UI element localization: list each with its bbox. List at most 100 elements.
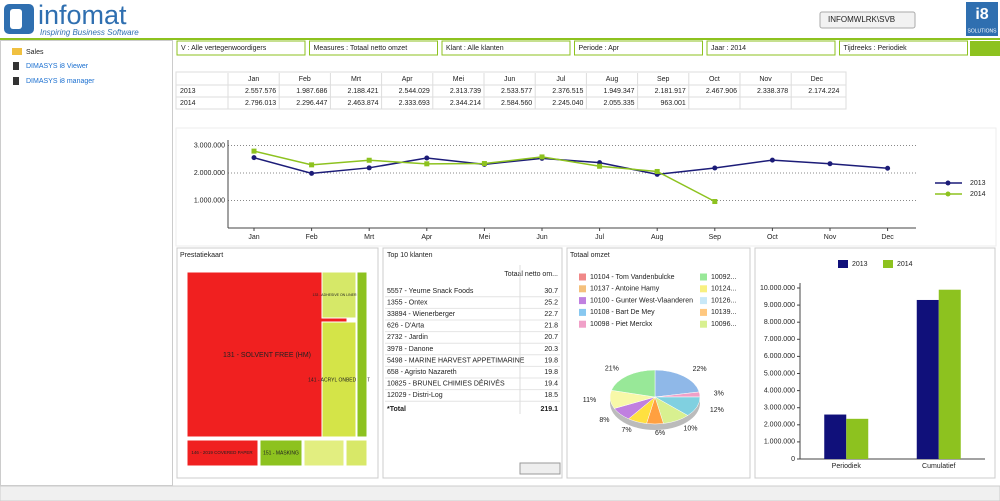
column-header: Apr <box>402 76 414 83</box>
cell: 2.533.577 <box>501 88 532 95</box>
x-tick-label: Oct <box>767 234 778 241</box>
x-tick-label: Mei <box>479 234 491 241</box>
legend-marker <box>945 180 951 186</box>
y-tick-label: 1.000.000 <box>764 439 795 446</box>
sidebar-item[interactable]: DIMASYS i8 manager <box>26 78 95 85</box>
filter-label[interactable]: Tijdreeks : Periodiek <box>844 45 908 52</box>
y-tick-label: 5.000.000 <box>764 370 795 377</box>
legend-swatch <box>700 285 707 293</box>
y-tick-label: 6.000.000 <box>764 353 795 360</box>
slice-label: 8% <box>599 417 609 424</box>
client-name: 2732 - Jardin <box>387 334 428 341</box>
legend-label: 10098 - Piet Merckx <box>590 321 653 328</box>
cell: 2.333.693 <box>399 100 430 107</box>
filter-label[interactable]: Periode : Apr <box>579 45 620 52</box>
filter-label[interactable]: Jaar : 2014 <box>711 45 746 52</box>
client-value: 22.7 <box>544 311 558 318</box>
bar <box>846 418 869 459</box>
tile <box>321 321 357 438</box>
folder-icon <box>12 48 22 55</box>
x-tick-label: Jan <box>248 234 259 241</box>
folder-label[interactable]: Sales <box>26 49 44 56</box>
legend-swatch <box>579 285 586 293</box>
point <box>712 165 718 171</box>
x-tick-label: Sep <box>709 234 722 241</box>
x-tick-label: Dec <box>881 234 894 241</box>
tile-label: 131 - SOLVENT FREE (HM) <box>223 352 311 359</box>
h-scrollbar[interactable] <box>519 462 561 475</box>
legend-label: 10126... <box>711 297 736 304</box>
legend-swatch <box>579 308 586 316</box>
filter[interactable] <box>441 40 571 56</box>
sidebar <box>0 40 173 486</box>
tile <box>303 439 345 467</box>
column-header: Dec <box>811 76 824 83</box>
x-tick-label: Cumulatief <box>922 463 956 470</box>
filter[interactable] <box>176 40 306 56</box>
filter-label[interactable]: Measures : Totaal netto omzet <box>314 45 408 52</box>
cell: 2.338.378 <box>757 88 788 95</box>
client-name: 12029 - Distri-Log <box>387 392 443 399</box>
legend-swatch <box>579 297 586 305</box>
filter[interactable] <box>574 40 703 56</box>
y-tick-label: 3.000.000 <box>764 405 795 412</box>
y-tick-label: 0 <box>791 456 795 463</box>
x-tick-label: Periodiek <box>832 463 862 470</box>
filter[interactable] <box>839 40 968 56</box>
slice-label: 11% <box>583 397 597 404</box>
tile <box>259 439 303 467</box>
point <box>251 155 257 161</box>
x-tick-label: Aug <box>651 234 664 241</box>
y-tick-label: 3.000.000 <box>194 142 225 149</box>
scrollbar[interactable] <box>0 485 1000 501</box>
tile <box>186 271 348 438</box>
panel-title: Totaal omzet <box>570 252 610 259</box>
y-tick-label: 2.000.000 <box>194 170 225 177</box>
legend-label: 10104 - Tom Vandenbulcke <box>590 274 675 281</box>
line-panel <box>175 127 997 247</box>
point <box>309 162 315 168</box>
tile-label: 133 - ADHESIVE ON LINERLESS <box>313 293 367 297</box>
row-label: 2014 <box>180 100 196 107</box>
user-button[interactable] <box>819 11 916 29</box>
slice-label: 6% <box>655 430 665 437</box>
client-name: 5557 - Yeurne Snack Foods <box>387 288 474 295</box>
total-label: *Total <box>387 406 406 413</box>
legend-label: 10092... <box>711 274 736 281</box>
slice-label: 12% <box>710 407 724 414</box>
client-value: 20.7 <box>544 334 558 341</box>
legend-label: 10124... <box>711 286 736 293</box>
filter-label[interactable]: Klant : Alle klanten <box>446 45 504 52</box>
point <box>712 199 718 205</box>
client-value: 21.8 <box>544 323 558 330</box>
user-name[interactable]: INFOMWLRK\SVB <box>828 15 895 24</box>
item-icon <box>13 77 19 85</box>
client-value: 20.3 <box>544 346 558 353</box>
item-icon <box>13 62 19 70</box>
y-tick-label: 1.000.000 <box>194 197 225 204</box>
column-header: Jan <box>248 76 259 83</box>
filter-label[interactable]: V : Alle vertegenwoordigers <box>181 45 267 52</box>
column-header: Jun <box>504 76 515 83</box>
sidebar-item[interactable]: DIMASYS i8 Viewer <box>26 63 89 70</box>
point <box>251 148 257 154</box>
legend-label: 10137 - Antoine Hamy <box>590 286 660 293</box>
panel-title: Prestatiekaart <box>180 252 223 259</box>
x-tick-label: Feb <box>306 234 318 241</box>
filter[interactable] <box>706 40 836 56</box>
client-name: 3978 - Danone <box>387 346 433 353</box>
cell: 2.174.224 <box>808 88 839 95</box>
y-tick-label: 9.000.000 <box>764 302 795 309</box>
point <box>827 161 833 167</box>
cell: 2.376.515 <box>552 88 583 95</box>
tile <box>186 439 259 467</box>
y-tick-label: 2.000.000 <box>764 422 795 429</box>
filter[interactable] <box>309 40 438 56</box>
cell: 2.467.906 <box>706 88 737 95</box>
point <box>481 161 487 167</box>
tile-label: 141 - ACRYL ONBEDRUKT <box>308 377 370 383</box>
tile <box>356 271 368 438</box>
cell: 2.544.029 <box>399 88 430 95</box>
x-tick-label: Jul <box>595 234 604 241</box>
